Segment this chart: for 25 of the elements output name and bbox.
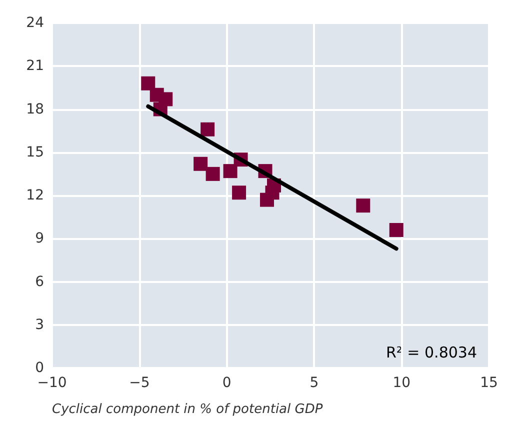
x-tick-label: 0: [222, 375, 232, 391]
point: [206, 166, 220, 181]
point: [141, 76, 156, 90]
point: [200, 122, 215, 136]
y-tick-label: 6: [35, 274, 44, 290]
y-tick-label: 24: [26, 15, 44, 31]
x-tick-label: 15: [480, 375, 498, 391]
point: [194, 156, 208, 171]
x-axis-title: Cyclical component in % of potential GDP: [52, 402, 323, 417]
y-tick-label: 3: [35, 316, 44, 333]
point: [356, 198, 370, 213]
point: [232, 186, 246, 200]
y-tick-label: 9: [35, 230, 44, 247]
y-tick-label: 15: [26, 144, 44, 160]
x-tick-label: 10: [392, 375, 411, 391]
x-tick-label: −10: [37, 375, 67, 391]
y-tick-label: 21: [26, 58, 44, 74]
annotation: R² = 0.8034: [386, 344, 478, 362]
point: [389, 223, 404, 237]
y-tick-label: 0: [35, 360, 44, 376]
x-tick-label: −5: [129, 375, 150, 391]
point: [223, 164, 238, 178]
x-tick-label: 5: [310, 375, 319, 391]
y-tick-label: 18: [26, 101, 44, 118]
y-tick-label: 12: [26, 188, 44, 204]
